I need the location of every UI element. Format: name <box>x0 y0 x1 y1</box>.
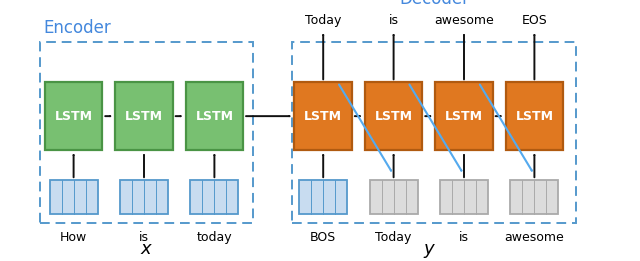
Text: today: today <box>196 231 232 244</box>
FancyBboxPatch shape <box>115 82 173 150</box>
FancyBboxPatch shape <box>511 180 558 214</box>
Text: LSTM: LSTM <box>445 110 483 123</box>
Text: y: y <box>424 240 434 258</box>
Text: LSTM: LSTM <box>304 110 342 123</box>
Text: LSTM: LSTM <box>515 110 554 123</box>
FancyBboxPatch shape <box>300 180 347 214</box>
FancyBboxPatch shape <box>50 180 98 214</box>
Text: x: x <box>141 240 151 258</box>
Text: How: How <box>60 231 87 244</box>
Text: BOS: BOS <box>310 231 337 244</box>
FancyBboxPatch shape <box>294 82 352 150</box>
Text: Today: Today <box>376 231 412 244</box>
FancyBboxPatch shape <box>365 82 422 150</box>
Text: Encoder: Encoder <box>44 19 111 37</box>
FancyBboxPatch shape <box>191 180 239 214</box>
Text: LSTM: LSTM <box>195 110 234 123</box>
Text: is: is <box>388 14 399 27</box>
Text: LSTM: LSTM <box>54 110 93 123</box>
FancyBboxPatch shape <box>370 180 417 214</box>
Text: LSTM: LSTM <box>125 110 163 123</box>
FancyBboxPatch shape <box>506 82 563 150</box>
Text: EOS: EOS <box>522 14 547 27</box>
FancyBboxPatch shape <box>45 82 102 150</box>
Text: is: is <box>459 231 469 244</box>
FancyBboxPatch shape <box>186 82 243 150</box>
Bar <box>292 42 576 223</box>
Text: awesome: awesome <box>504 231 564 244</box>
FancyBboxPatch shape <box>435 82 493 150</box>
Bar <box>40 42 253 223</box>
FancyBboxPatch shape <box>440 180 488 214</box>
Text: is: is <box>139 231 149 244</box>
FancyBboxPatch shape <box>120 180 168 214</box>
Text: LSTM: LSTM <box>374 110 413 123</box>
Text: awesome: awesome <box>434 14 494 27</box>
Text: Decoder: Decoder <box>399 0 469 8</box>
Text: Today: Today <box>305 14 341 27</box>
